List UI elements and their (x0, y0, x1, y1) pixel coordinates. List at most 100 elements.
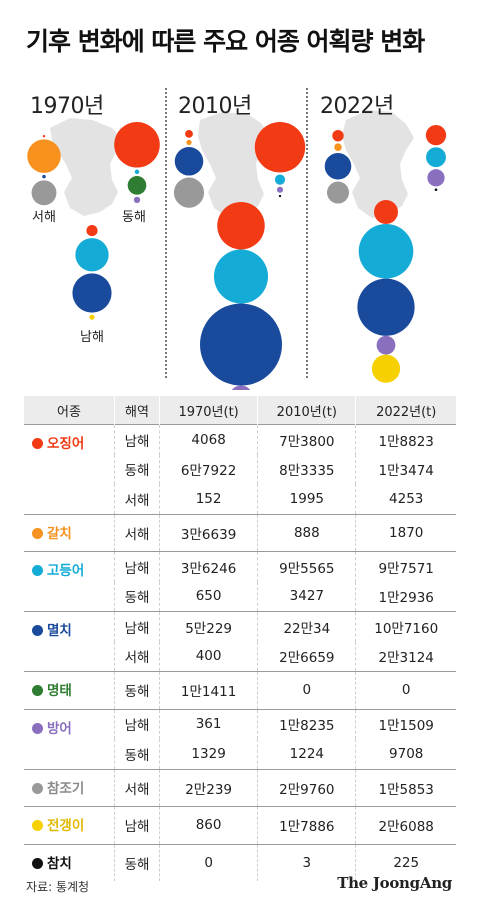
species-color-dot (32, 782, 43, 794)
table-row: 참조기 서해 2만239 2만9760 1만5853 (24, 768, 456, 807)
bubble-남해 (374, 200, 398, 224)
bubble-서해 (42, 135, 46, 138)
value-2022-cell: 2만6088 (355, 806, 456, 844)
sea-label-west: 서해 (32, 210, 56, 225)
value-1970-cell: 6만7922 (159, 454, 259, 484)
value-1970-cell: 152 (159, 484, 259, 514)
bubble-남해 (231, 385, 251, 390)
bubble-서해 (185, 130, 193, 138)
value-2010-cell: 8만3335 (257, 454, 357, 484)
value-2022-cell: 10만7160 (355, 611, 456, 642)
header-species: 어종 (24, 396, 115, 425)
species-color-dot (32, 857, 43, 869)
value-2010-cell: 0 (257, 671, 357, 709)
source-note: 자료: 통계청 (26, 880, 90, 894)
value-1970-cell: 5만229 (159, 611, 259, 642)
bubble-동해 (114, 122, 160, 168)
sea-cell: 남해 (114, 551, 160, 582)
sea-label-south: 남해 (80, 330, 104, 345)
bubble-동해 (274, 174, 286, 185)
table-row: 고등어 남해 3만6246 9만5565 9만7571 (24, 551, 456, 612)
value-2010-cell: 888 (257, 513, 357, 552)
year-label-2010: 2010년 (178, 94, 252, 119)
bubble-남해 (357, 278, 415, 336)
value-1970-cell: 1329 (159, 739, 259, 769)
bubble-서해 (334, 143, 342, 151)
bubble-서해 (31, 180, 57, 206)
value-1970-cell: 3만6246 (159, 551, 259, 582)
bubble-서해 (173, 177, 205, 208)
value-2022-cell: 1870 (355, 513, 456, 552)
species-cell: 전갱이 (24, 806, 115, 844)
bubble-남해 (217, 202, 265, 250)
value-2022-cell: 2만3124 (378, 650, 434, 667)
species-color-dot (32, 625, 43, 636)
year-label-2022: 2022년 (320, 94, 394, 119)
species-color-dot (32, 722, 43, 734)
bubble-동해 (127, 176, 147, 195)
table-header-row: 어종 해역 1970년(t) 2010년(t) 2022년(t) (24, 396, 456, 425)
value-2010-cell: 3427 (257, 581, 357, 612)
species-cell: 명태 (24, 671, 115, 709)
value-2010-cell: 1만7886 (257, 806, 357, 844)
species-cell: 방어 (24, 708, 115, 769)
table-row: 오징어 남해 4068 7만3800 1만8823 (24, 424, 456, 514)
value-1970-cell: 0 (159, 843, 259, 881)
peninsula-shape (198, 112, 270, 218)
value-2022-cell: 0 (355, 671, 456, 709)
value-1970-cell: 650 (159, 581, 259, 612)
species-color-dot (32, 685, 43, 696)
value-1970-cell: 361 (159, 708, 259, 739)
bubble-서해 (186, 139, 192, 146)
bubble-남해 (376, 335, 396, 355)
bubble-서해 (324, 152, 352, 180)
sea-label-east: 동해 (122, 210, 146, 225)
value-2010-cell: 1224 (257, 739, 357, 769)
bubble-동해 (133, 196, 141, 204)
value-2022-cell: 225 (355, 843, 456, 881)
bubble-동해 (434, 188, 438, 192)
species-name: 참조기 (47, 780, 85, 797)
species-cell: 갈치 (24, 513, 115, 552)
value-2010-cell: 7만3800 (257, 424, 357, 455)
species-color-dot (32, 438, 43, 449)
bubble-서해 (42, 174, 46, 179)
table-row: 서해 400 2만6659 2만3124 (24, 641, 456, 672)
bubble-남해 (89, 314, 95, 320)
peninsula-shape (50, 118, 124, 216)
species-color-dot (32, 527, 43, 539)
value-2010-cell: 2만9760 (257, 768, 357, 807)
table-body: 오징어 남해 4068 7만3800 1만8823 동해 6만7922 8만3335 1만347… (24, 424, 456, 881)
value-1970-cell: 1만1411 (159, 671, 259, 709)
year-label-1970: 1970년 (30, 94, 104, 119)
value-2010-cell: 22만34 (257, 611, 357, 642)
sea-cell: 서해 (114, 641, 160, 672)
value-1970-cell: 400 (159, 641, 259, 672)
bubble-동해 (254, 122, 306, 173)
species-name: 오징어 (47, 436, 85, 452)
species-cell: 고등어 (24, 551, 115, 612)
value-2022-cell: 9708 (389, 745, 424, 762)
header-1970: 1970년(t) (159, 396, 259, 425)
bubble-동해 (134, 169, 140, 175)
bubble-남해 (371, 354, 401, 383)
sea-cell: 남해 (114, 424, 160, 455)
value-2022-cell: 1만8823 (355, 424, 456, 455)
bubble-동해 (426, 147, 446, 168)
sea-cell: 동해 (114, 739, 160, 769)
sea-cell: 서해 (114, 513, 160, 552)
value-2010-cell: 3 (257, 843, 357, 881)
bubble-동해 (276, 186, 284, 193)
bubble-서해 (27, 139, 61, 173)
catch-table: 어종 해역 1970년(t) 2010년(t) 2022년(t) 오징어 남해 40… (24, 396, 456, 881)
bubble-maps: 1970년 2010년 2022년 서해 동해 남해 (0, 80, 480, 390)
bubble-map-svg (27, 110, 447, 390)
sea-cell: 동해 (114, 671, 160, 709)
table-row: 동해 1329 1224 9708 (24, 739, 456, 769)
sea-cell: 서해 (114, 484, 160, 514)
value-1970-cell: 4068 (159, 424, 259, 455)
species-cell: 참치 (24, 843, 115, 881)
table-row: 동해 650 3427 1만2936 (24, 581, 456, 612)
sea-cell: 동해 (114, 581, 160, 612)
sea-cell: 남해 (114, 611, 160, 642)
